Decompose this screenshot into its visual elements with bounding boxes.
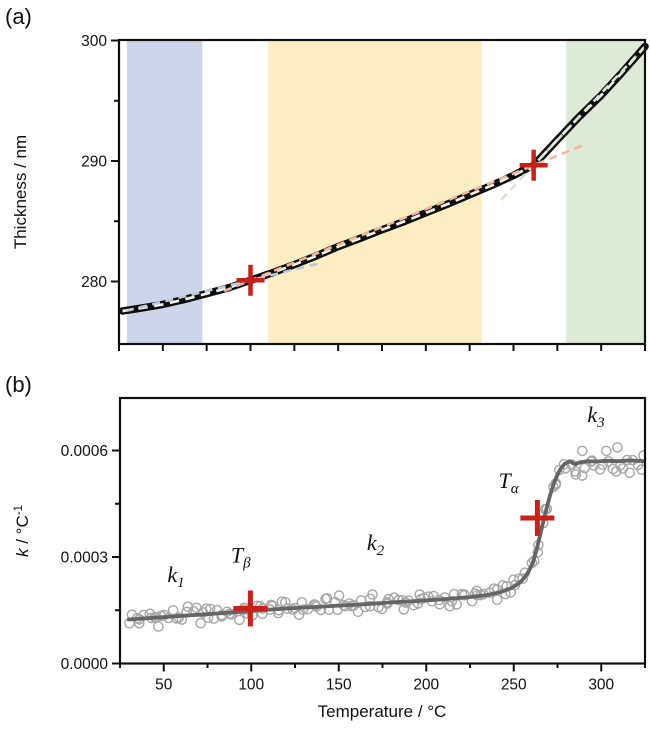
- t-alpha-cross-b: [520, 499, 555, 536]
- y-tick-label: 300: [81, 33, 107, 50]
- t-beta-cross-b: [233, 590, 268, 627]
- alpha-relaxation-band: [268, 40, 482, 344]
- y-tick-label: 0.0003: [61, 550, 108, 567]
- k1-label: k1: [167, 562, 184, 591]
- panel-b-plot: 50 100 150 200 250 3000.00000.00030.0006k1Tβk…: [61, 396, 647, 694]
- panel-b-y-axis-title: k / °C-1: [13, 505, 32, 557]
- y-axis-title-unit: / °C: [13, 515, 32, 548]
- k3-label: k3: [587, 402, 604, 431]
- y-tick-label: 290: [81, 154, 107, 171]
- panel-b-x-axis-title: Temperature / °C: [318, 702, 447, 721]
- x-tick-label: 200: [413, 677, 439, 694]
- axis-ticks: [112, 449, 646, 672]
- k1-fit-line: [125, 261, 321, 313]
- panel-b-chart: 50 100 150 200 250 3000.00000.00030.0006k1Tβk…: [5, 372, 647, 721]
- x-tick-label: 100: [238, 677, 264, 694]
- y-tick-labels: 280 290 300: [81, 33, 107, 291]
- panel-b-letter: (b): [5, 372, 32, 397]
- t-beta-label: Tβ: [231, 542, 251, 571]
- x-tick-label: 50: [155, 677, 173, 694]
- panel-a-letter: (a): [5, 4, 32, 29]
- y-tick-label: 0.0006: [61, 443, 108, 460]
- x-tick-label: 250: [501, 677, 527, 694]
- x-tick-label: 300: [588, 677, 614, 694]
- y-tick-label: 280: [81, 274, 107, 291]
- plot-frame: [117, 38, 647, 346]
- beta-relaxation-band: [126, 40, 203, 344]
- t-alpha-cross-a: [519, 149, 548, 181]
- y-axis-title-sup: -1: [13, 505, 25, 515]
- annotations: k1 Tβ k2 Tα k3: [167, 402, 604, 591]
- axis-ticks: [111, 39, 646, 351]
- t-alpha-label: Tα: [498, 468, 519, 497]
- tick-labels: 50 100 150 200 250 300 0.0000 0.0003 0.0006: [61, 443, 615, 694]
- plot-frame: [118, 396, 647, 665]
- data-layer: [124, 442, 644, 632]
- scatter-points: [124, 442, 644, 632]
- region-bands: [126, 40, 645, 344]
- k2-label: k2: [367, 530, 385, 559]
- panel-a-chart: 280 290 300 (a) Thickness / nm: [5, 4, 649, 351]
- panel-a-plot: 280 290 300: [81, 33, 649, 351]
- y-tick-label: 0.0000: [61, 656, 109, 673]
- trend-line: [126, 458, 644, 622]
- panel-a-y-axis-title: Thickness / nm: [11, 135, 30, 249]
- k2-fit-line: [223, 144, 583, 293]
- x-tick-label: 150: [326, 677, 352, 694]
- t-beta-cross-a: [236, 264, 265, 296]
- y-axis-title-k: k: [13, 547, 32, 557]
